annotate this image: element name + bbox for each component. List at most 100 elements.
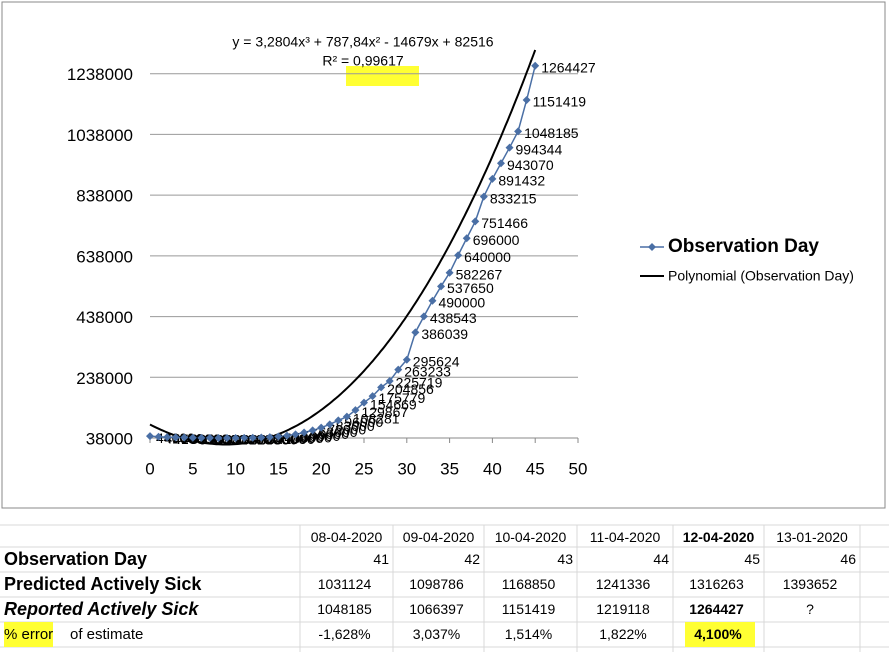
data-label: 1264427 (541, 59, 596, 75)
legend-label: Observation Day (668, 236, 819, 257)
point (205, 433, 214, 442)
x-tick-label: 40 (483, 459, 502, 478)
x-tick-label: 15 (269, 459, 288, 478)
row-label: % error (4, 622, 54, 647)
data-label: 582267 (456, 266, 503, 282)
point (180, 433, 189, 442)
table-cell: ? (806, 601, 814, 617)
x-tick-label: 50 (569, 459, 588, 478)
table-cell: 1031124 (317, 576, 372, 592)
data-label: 295624 (413, 353, 460, 369)
point (531, 61, 540, 70)
point (454, 251, 463, 260)
row-label: Predicted Actively Sick (4, 574, 202, 594)
data-label: 943070 (507, 157, 554, 173)
table-cell: -1,628% (318, 626, 371, 642)
table-cell: 42 (464, 551, 480, 567)
x-tick-label: 30 (397, 459, 416, 478)
point (334, 416, 343, 425)
point (274, 432, 283, 441)
y-tick-label: 1038000 (67, 126, 133, 145)
data-label: 1151419 (533, 94, 587, 110)
column-header: 13-01-2020 (776, 529, 848, 545)
data-label: 640000 (464, 249, 511, 265)
point (428, 296, 437, 305)
legend-marker (648, 243, 656, 251)
point (496, 159, 505, 168)
y-tick-label: 238000 (76, 369, 133, 388)
point (445, 268, 454, 277)
x-tick-label: 5 (188, 459, 197, 478)
table-cell: 1,514% (504, 626, 553, 642)
y-tick-label: 438000 (76, 308, 133, 327)
point (394, 365, 403, 374)
table-cell: 1151419 (501, 601, 556, 617)
series-line (149, 65, 536, 439)
data-label: 154669 (370, 396, 417, 412)
table-cell: 4,100% (685, 622, 755, 647)
data-label: 225719 (396, 375, 443, 391)
legend-label: Polynomial (Observation Day) (668, 268, 854, 284)
table-cell: 43 (557, 551, 573, 567)
table-cell: 44 (653, 551, 669, 567)
data-label: 438543 (430, 310, 477, 326)
point (479, 192, 488, 201)
point (240, 433, 249, 442)
point (188, 433, 197, 442)
data-label: 537650 (447, 280, 494, 296)
column-header: 09-04-2020 (402, 529, 475, 545)
y-tick-label: 38000 (86, 429, 133, 448)
point (282, 431, 291, 440)
data-label: 72000 (327, 421, 366, 437)
table-cell: 1,822% (599, 626, 647, 642)
data-label: 263233 (404, 363, 451, 379)
row-label: Observation Day (4, 549, 148, 569)
point (163, 433, 172, 442)
point (154, 432, 163, 441)
point (308, 426, 317, 435)
point (462, 234, 471, 243)
data-label: 490000 (438, 294, 485, 310)
point (488, 174, 497, 183)
point (342, 412, 351, 421)
point (265, 433, 274, 442)
x-tick-label: 45 (526, 459, 545, 478)
x-tick-label: 10 (226, 459, 245, 478)
trend-equation: y = 3,2804x³ + 787,84x² - 14679x + 82516 (232, 34, 493, 50)
point (214, 433, 223, 442)
data-label: 891432 (498, 173, 545, 189)
data-label: 204856 (387, 381, 434, 397)
data-label: 994344 (516, 141, 563, 157)
column-header: 12-04-2020 (682, 529, 755, 545)
table-cell: 45 (744, 551, 760, 567)
x-tick-label: 25 (355, 459, 374, 478)
point (146, 432, 154, 441)
point (231, 433, 240, 442)
table-cell: 1219118 (596, 601, 650, 617)
y-tick-label: 638000 (76, 247, 133, 266)
point (223, 433, 232, 442)
y-tick-label: 838000 (76, 187, 133, 206)
table-cell: 1066397 (409, 601, 464, 617)
point (325, 420, 334, 429)
point (377, 383, 386, 392)
point (291, 430, 300, 439)
data-label: 386039 (421, 326, 468, 342)
row-label: of estimate (70, 626, 144, 643)
point (351, 406, 360, 415)
data-label: 63000 (319, 424, 358, 440)
point (505, 143, 514, 152)
highlight (346, 66, 419, 86)
data-label: 833215 (490, 190, 537, 206)
table-cell: 1098786 (409, 576, 464, 592)
table-cell: 1264427 (689, 601, 744, 617)
x-tick-label: 0 (145, 459, 154, 478)
column-header: 08-04-2020 (310, 529, 383, 545)
point (248, 433, 257, 442)
point (411, 328, 420, 337)
table-cell: 1241336 (595, 576, 651, 592)
table-cell: 3,037% (412, 626, 461, 642)
data-label: 108281 (353, 410, 400, 426)
data-label: 696000 (473, 232, 520, 248)
